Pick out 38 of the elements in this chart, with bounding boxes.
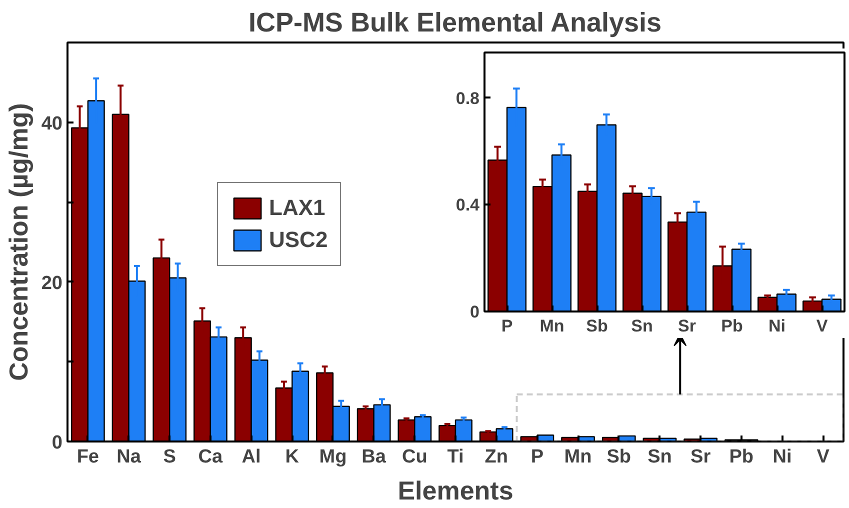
x-tick-label: Sr <box>690 446 712 468</box>
x-tick-label: Pb <box>729 446 754 468</box>
x-tick-label: P <box>501 316 513 336</box>
x-tick-label: Mn <box>540 316 564 336</box>
y-tick-label: 0.8 <box>456 88 480 108</box>
x-tick-label: V <box>816 446 830 468</box>
y-axis-title: Concentration (µg/mg) <box>3 103 34 381</box>
x-tick-label: Mg <box>319 446 347 468</box>
x-tick-label: S <box>163 446 176 468</box>
x-tick-label: Ca <box>198 446 224 468</box>
x-tick-label: Ti <box>447 446 464 468</box>
x-tick-label: Na <box>116 446 142 468</box>
chart-title: ICP-MS Bulk Elemental Analysis <box>248 8 662 38</box>
x-tick-label: K <box>285 446 300 468</box>
x-tick-label: P <box>530 446 544 468</box>
x-tick-label: Fe <box>76 446 100 468</box>
x-tick-label: Ba <box>362 446 386 468</box>
y-tick-label: 20 <box>41 272 63 294</box>
legend-label: USC2 <box>269 227 328 253</box>
y-tick-label: 40 <box>41 113 63 134</box>
y-tick-label: 0 <box>52 432 63 454</box>
x-tick-label: V <box>816 316 828 336</box>
y-tick-label: 0 <box>470 302 480 322</box>
x-tick-label: Zn <box>484 446 508 468</box>
y-tick-label: 0.4 <box>456 196 480 215</box>
x-axis-title: Elements <box>398 476 514 506</box>
x-tick-label: Mn <box>564 446 592 468</box>
x-tick-label: Ni <box>768 316 786 336</box>
x-tick-label: Cu <box>402 446 428 468</box>
x-tick-label: Sn <box>648 446 672 468</box>
x-tick-label: Sb <box>586 316 608 336</box>
x-tick-label: Ni <box>772 446 792 468</box>
x-tick-label: Sr <box>678 316 696 336</box>
x-tick-label: Al <box>242 446 261 468</box>
x-tick-label: Pb <box>721 316 743 336</box>
x-tick-label: Sb <box>606 446 632 468</box>
x-tick-label: Sn <box>631 316 653 336</box>
legend-label: LAX1 <box>269 195 326 221</box>
